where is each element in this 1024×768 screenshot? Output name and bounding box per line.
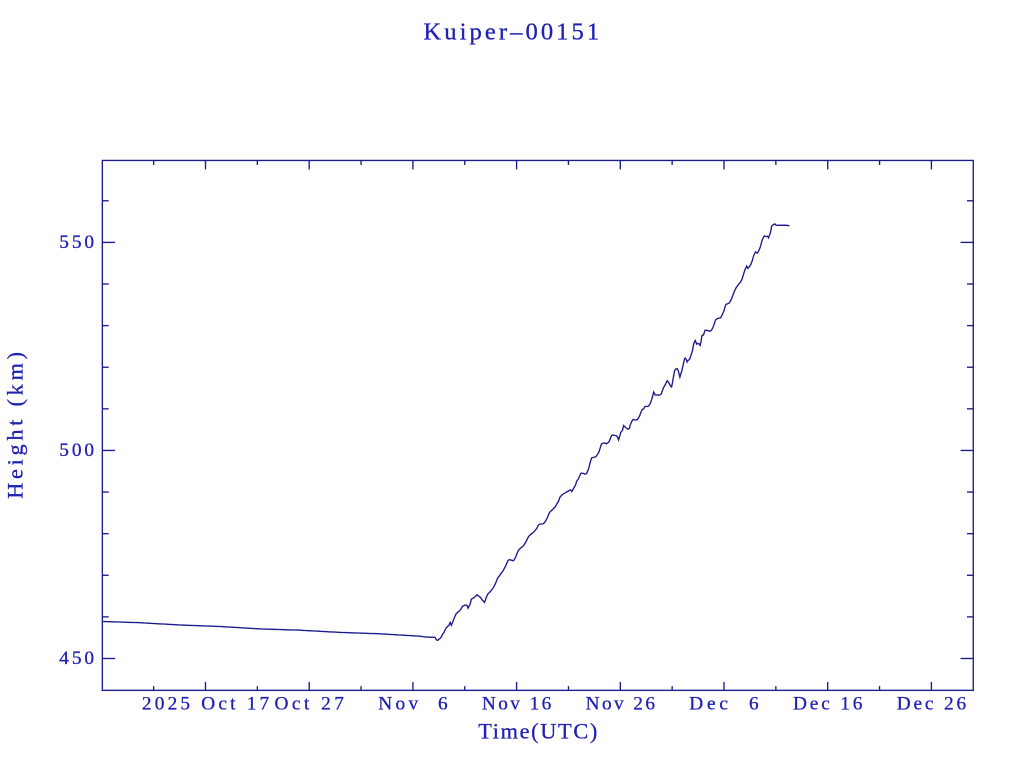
- svg-text:Kuiper–00151: Kuiper–00151: [423, 19, 599, 46]
- svg-text:Height (km): Height (km): [2, 352, 27, 499]
- svg-text:Nov 6: Nov 6: [378, 694, 448, 715]
- svg-text:500: 500: [59, 440, 94, 461]
- svg-text:Nov 16: Nov 16: [482, 694, 552, 715]
- svg-text:Nov 26: Nov 26: [586, 694, 656, 715]
- svg-text:550: 550: [59, 232, 94, 253]
- svg-text:2025 Oct 17: 2025 Oct 17: [142, 694, 270, 715]
- svg-text:Time(UTC): Time(UTC): [478, 718, 597, 743]
- svg-text:450: 450: [59, 648, 94, 669]
- svg-text:Dec 6: Dec 6: [689, 694, 759, 715]
- svg-text:Dec 16: Dec 16: [793, 694, 863, 715]
- svg-text:Dec 26: Dec 26: [897, 694, 967, 715]
